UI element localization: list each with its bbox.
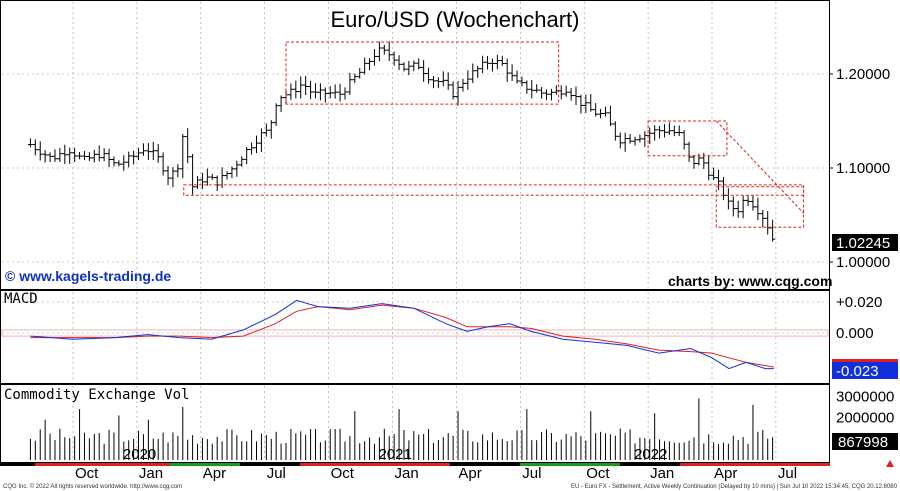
macd-tick-label: 0.000 [836,325,874,342]
year-label: 2020 [123,446,156,463]
annotation-box [715,186,805,228]
timeline-strip [170,463,240,466]
timeline-strip [520,463,620,466]
macd-last-box [832,362,898,379]
timeline-strip [35,463,170,466]
watermark: © www.kagels-trading.de [5,268,171,284]
x-tick-label: Jan [139,465,163,482]
year-label: 2021 [379,446,412,463]
macd-signal-line [30,304,774,368]
volume-last-label: 867998 [838,434,888,451]
annotation-box [183,184,805,196]
macd-signal-box [832,359,898,363]
annotation-trendline [715,120,804,214]
x-tick-label: Oct [331,465,355,482]
x-tick-label: Jul [522,465,541,482]
price-panel [0,0,830,290]
timeline-strip [450,463,520,466]
chart-title: Euro/USD (Wochenchart) [330,7,579,32]
timeline-strip [0,463,35,466]
x-tick-label: Apr [458,465,481,482]
arrow-up-icon [886,460,894,467]
macd-zero-band [1,329,829,337]
annotation-box [647,120,728,157]
price-tick-label: 1.10000 [836,160,890,177]
macd-last-label: -0.023 [836,363,879,380]
price-tick-label: 1.20000 [836,66,890,83]
timeline-strip [240,463,300,466]
macd-lines [30,299,774,370]
price-bars [27,41,776,242]
x-tick-label: Jul [267,465,286,482]
x-tick-label: Jan [395,465,419,482]
x-tick-label: Oct [75,465,99,482]
last-price-box [832,234,898,251]
volume-tick-label: 2000000 [836,410,894,427]
x-tick-label: Apr [203,465,226,482]
macd-line [30,299,774,370]
price-tick-label: 1.00000 [836,254,890,271]
annotations [183,41,805,228]
volume-tick-label: 3000000 [836,388,894,405]
footer-left: CQG Inc. © 2022 All rights reserved worl… [3,483,182,490]
last-price-label: 1.02245 [836,235,890,252]
footer-right: EU - Euro FX - Settlement, Active Weekly… [571,484,898,490]
timeline-strip [680,463,830,466]
volume-bars [29,398,774,460]
credit-text: charts by: www.cqg.com [668,273,832,289]
volume-last-box [832,433,898,450]
x-tick-label: Jul [778,465,797,482]
volume-label: Commodity Exchange Vol [4,387,189,403]
year-label: 2022 [634,446,667,463]
macd-tick-label: +0.020 [836,294,882,311]
timeline-strip [300,463,450,466]
macd-label: MACD [4,291,38,307]
x-tick-label: Apr [714,465,737,482]
x-tick-label: Oct [586,465,610,482]
x-tick-label: Jan [650,465,674,482]
axes: 1.20000 1.10000 1.00000 1.02245 +0.020 0.000 -… [0,66,898,482]
timeline-strip [620,463,680,466]
annotation-box [285,41,560,105]
